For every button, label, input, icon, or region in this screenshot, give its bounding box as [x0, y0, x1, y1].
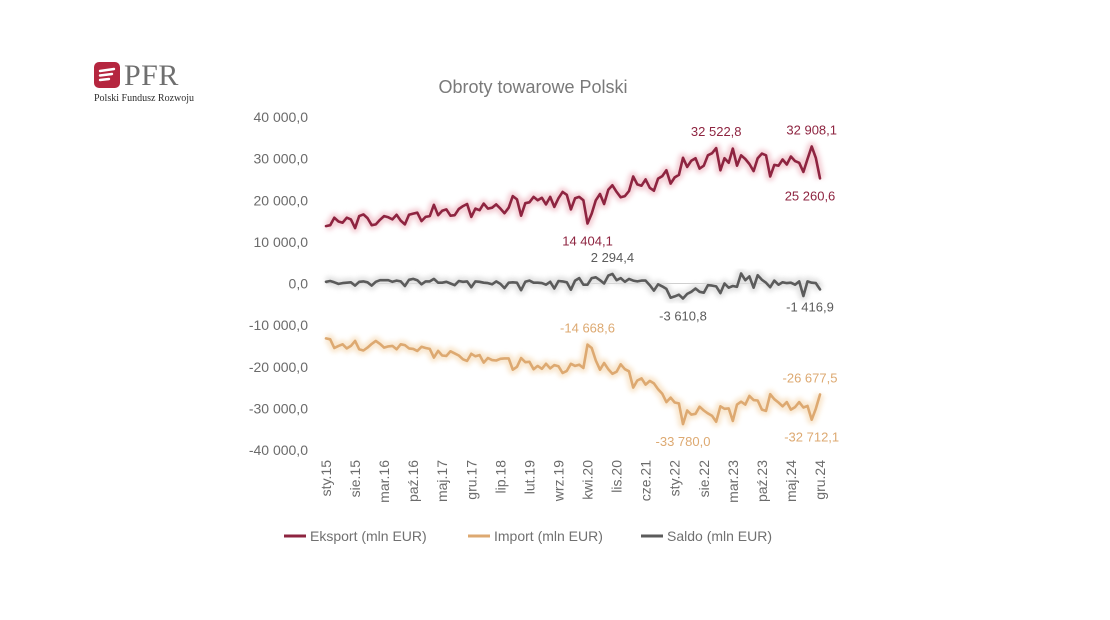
- data-label: -26 677,5: [783, 371, 838, 386]
- series-layer: [324, 142, 825, 429]
- x-tick-label: paź.23: [754, 460, 770, 502]
- x-tick-label: wrz.19: [550, 460, 566, 502]
- y-tick-label: -40 000,0: [249, 442, 308, 458]
- series-glow: [325, 333, 825, 429]
- x-tick-label: lut.19: [521, 460, 537, 494]
- data-label: -3 610,8: [659, 309, 707, 324]
- x-axis: sty.15 sie.15 mar.16 paź.16 maj.17 gru.17 lip.…: [318, 460, 828, 503]
- data-label: -32 712,1: [784, 430, 839, 445]
- x-tick-label: mar.16: [376, 460, 392, 503]
- y-tick-label: 30 000,0: [254, 151, 309, 167]
- pfr-logo-icon: [94, 62, 120, 88]
- x-tick-label: lip.18: [492, 460, 508, 494]
- x-tick-label: lis.20: [609, 460, 625, 493]
- y-tick-label: -10 000,0: [249, 317, 308, 333]
- x-tick-label: sty.22: [667, 460, 683, 497]
- x-tick-label: sie.22: [696, 460, 712, 498]
- x-tick-label: gru.17: [463, 460, 479, 500]
- x-tick-label: maj.17: [434, 460, 450, 502]
- data-label: -14 668,6: [560, 321, 615, 336]
- data-label: 32 522,8: [691, 124, 742, 139]
- y-tick-label: 20 000,0: [254, 192, 309, 208]
- data-label: -33 780,0: [656, 434, 711, 449]
- x-tick-label: mar.23: [725, 460, 741, 503]
- y-tick-label: -20 000,0: [249, 359, 308, 375]
- data-label: 14 404,1: [562, 234, 613, 249]
- data-label: -1 416,9: [786, 299, 834, 314]
- legend-label: Eksport (mln EUR): [310, 528, 427, 544]
- legend-label: Import (mln EUR): [494, 528, 603, 544]
- y-tick-label: 0,0: [289, 276, 309, 292]
- logo-subtitle: Polski Fundusz Rozwoju: [94, 93, 195, 104]
- data-label: 32 908,1: [786, 123, 837, 138]
- x-tick-label: kwi.20: [580, 460, 596, 500]
- x-tick-label: maj.24: [783, 460, 799, 502]
- y-tick-label: 40 000,0: [254, 109, 309, 125]
- x-tick-label: sty.15: [318, 460, 334, 497]
- x-tick-label: paź.16: [405, 460, 421, 502]
- logo-text: PFR: [124, 59, 179, 92]
- y-tick-label: -30 000,0: [249, 400, 308, 416]
- series-line-import: [324, 337, 822, 426]
- x-tick-label: sie.15: [347, 460, 363, 498]
- chart-title: Obroty towarowe Polski: [438, 77, 627, 97]
- series-line-eksport: [324, 145, 822, 230]
- data-label: 2 294,4: [591, 250, 634, 265]
- data-labels: 32 522,8 32 908,1 25 260,6 14 404,12 294,4 -…: [560, 123, 839, 450]
- series-line-saldo: [324, 272, 822, 300]
- data-label: 25 260,6: [785, 188, 836, 203]
- logo-mark-stripes: [98, 67, 116, 82]
- x-tick-label: cze.21: [638, 460, 654, 501]
- legend: Eksport (mln EUR) Import (mln EUR) Saldo (…: [284, 528, 772, 544]
- y-tick-label: 10 000,0: [254, 234, 309, 250]
- x-tick-label: gru.24: [812, 460, 828, 500]
- legend-label: Saldo (mln EUR): [667, 528, 772, 544]
- y-axis: 40 000,0 30 000,0 20 000,0 10 000,0 0,0 -10 0…: [249, 109, 308, 458]
